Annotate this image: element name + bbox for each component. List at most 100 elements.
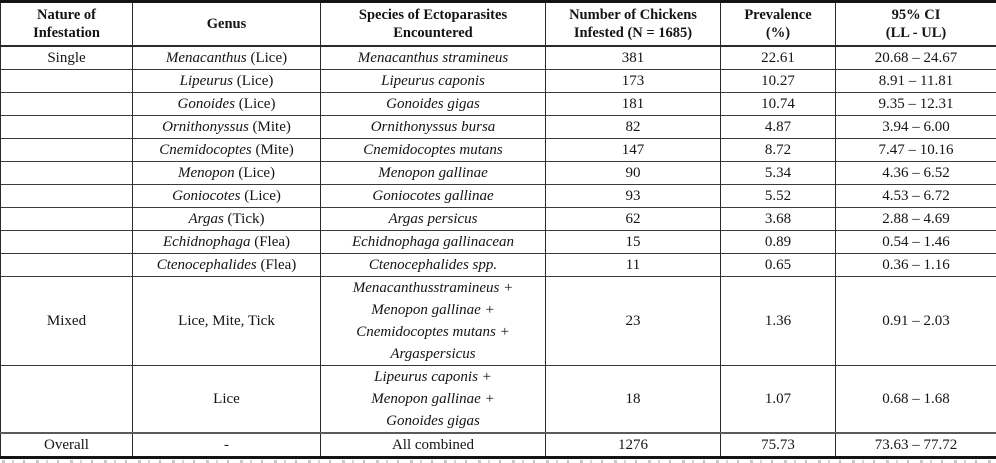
ci-cell: 3.94 – 6.00 [836,116,996,139]
prevalence-cell: 4.87 [721,116,836,139]
nature-cell [1,366,133,434]
nature-cell [1,139,133,162]
table-row: Goniocotes (Lice) Goniocotes gallinae 93… [1,185,996,208]
col-header-ci: 95% CI (LL - UL) [836,2,996,47]
table-row: Mixed Lice, Mite, Tick Menacanthusstrami… [1,277,996,366]
table-row: Cnemidocoptes (Mite) Cnemidocoptes mutan… [1,139,996,162]
ci-cell: 0.68 – 1.68 [836,366,996,434]
genus-cell: - [133,433,321,458]
species-cell: Menacanthusstramineus + Menopon gallinae… [321,277,546,366]
genus-cell: Menopon (Lice) [133,162,321,185]
table-row: Argas (Tick) Argas persicus 62 3.68 2.88… [1,208,996,231]
col-header-number-infested: Number of Chickens Infested (N = 1685) [546,2,721,47]
prevalence-cell: 8.72 [721,139,836,162]
nature-cell [1,162,133,185]
count-cell: 181 [546,93,721,116]
nature-cell [1,116,133,139]
prevalence-cell: 1.36 [721,277,836,366]
count-cell: 82 [546,116,721,139]
table-body: Single Menacanthus (Lice) Menacanthus st… [1,46,996,458]
ci-cell: 4.36 – 6.52 [836,162,996,185]
prevalence-cell: 5.34 [721,162,836,185]
genus-cell: Argas (Tick) [133,208,321,231]
table-row: Single Menacanthus (Lice) Menacanthus st… [1,46,996,70]
count-cell: 23 [546,277,721,366]
species-cell: Ornithonyssus bursa [321,116,546,139]
species-cell: Cnemidocoptes mutans [321,139,546,162]
prevalence-cell: 0.65 [721,254,836,277]
species-cell: Gonoides gigas [321,93,546,116]
ci-cell: 2.88 – 4.69 [836,208,996,231]
count-cell: 93 [546,185,721,208]
genus-cell: Echidnophaga (Flea) [133,231,321,254]
table-row: Ctenocephalides (Flea) Ctenocephalides s… [1,254,996,277]
nature-cell: Overall [1,433,133,458]
species-cell: Goniocotes gallinae [321,185,546,208]
nature-cell [1,70,133,93]
ci-cell: 7.47 – 10.16 [836,139,996,162]
genus-cell: Lipeurus (Lice) [133,70,321,93]
genus-cell: Ctenocephalides (Flea) [133,254,321,277]
table-row-overall: Overall - All combined 1276 75.73 73.63 … [1,433,996,458]
ci-cell: 73.63 – 77.72 [836,433,996,458]
species-cell: Lipeurus caponis [321,70,546,93]
nature-cell: Single [1,46,133,70]
count-cell: 173 [546,70,721,93]
ci-cell: 0.36 – 1.16 [836,254,996,277]
prevalence-cell: 5.52 [721,185,836,208]
count-cell: 11 [546,254,721,277]
prevalence-cell: 22.61 [721,46,836,70]
ci-cell: 4.53 – 6.72 [836,185,996,208]
count-cell: 147 [546,139,721,162]
ci-cell: 0.91 – 2.03 [836,277,996,366]
table-row: Lipeurus (Lice) Lipeurus caponis 173 10.… [1,70,996,93]
count-cell: 18 [546,366,721,434]
species-cell: Echidnophaga gallinacean [321,231,546,254]
nature-cell [1,208,133,231]
species-cell: Ctenocephalides spp. [321,254,546,277]
genus-cell: Gonoides (Lice) [133,93,321,116]
ci-cell: 9.35 – 12.31 [836,93,996,116]
header-row: Nature of Infestation Genus Species of E… [1,2,996,47]
nature-cell: Mixed [1,277,133,366]
prevalence-cell: 10.27 [721,70,836,93]
prevalence-cell: 0.89 [721,231,836,254]
ci-cell: 0.54 – 1.46 [836,231,996,254]
nature-cell [1,254,133,277]
col-header-species: Species of Ectoparasites Encountered [321,2,546,47]
genus-cell: Cnemidocoptes (Mite) [133,139,321,162]
genus-cell: Menacanthus (Lice) [133,46,321,70]
table-row: Gonoides (Lice) Gonoides gigas 181 10.74… [1,93,996,116]
prevalence-cell: 75.73 [721,433,836,458]
genus-cell: Ornithonyssus (Mite) [133,116,321,139]
table-row: Echidnophaga (Flea) Echidnophaga gallina… [1,231,996,254]
count-cell: 62 [546,208,721,231]
prevalence-cell: 1.07 [721,366,836,434]
species-cell: Menopon gallinae [321,162,546,185]
species-cell: Menacanthus stramineus [321,46,546,70]
table-header: Nature of Infestation Genus Species of E… [1,2,996,47]
genus-cell: Goniocotes (Lice) [133,185,321,208]
col-header-prevalence: Prevalence (%) [721,2,836,47]
col-header-nature-of-infestation: Nature of Infestation [1,2,133,47]
nature-cell [1,93,133,116]
ci-cell: 8.91 – 11.81 [836,70,996,93]
genus-cell: Lice, Mite, Tick [133,277,321,366]
genus-cell: Lice [133,366,321,434]
count-cell: 381 [546,46,721,70]
prevalence-cell: 10.74 [721,93,836,116]
count-cell: 90 [546,162,721,185]
col-header-genus: Genus [133,2,321,47]
species-cell: Argas persicus [321,208,546,231]
prevalence-cell: 3.68 [721,208,836,231]
table-row: Menopon (Lice) Menopon gallinae 90 5.34 … [1,162,996,185]
ci-cell: 20.68 – 24.67 [836,46,996,70]
nature-cell [1,185,133,208]
species-cell: All combined [321,433,546,458]
count-cell: 15 [546,231,721,254]
table-row: Lice Lipeurus caponis + Menopon gallinae… [1,366,996,434]
count-cell: 1276 [546,433,721,458]
table-row: Ornithonyssus (Mite) Ornithonyssus bursa… [1,116,996,139]
nature-cell [1,231,133,254]
